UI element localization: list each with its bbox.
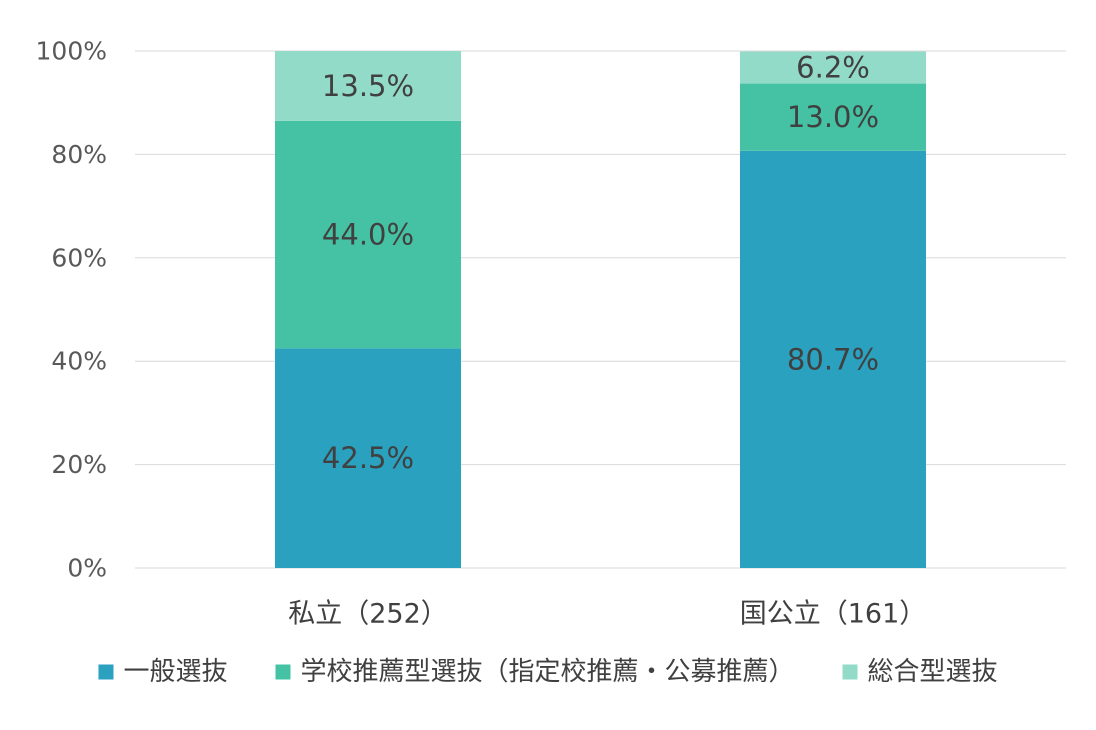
legend-swatch	[842, 664, 858, 680]
data-label: 42.5%	[322, 441, 414, 475]
legend: 一般選抜 学校推薦型選抜（指定校推薦・公募推薦） 総合型選抜	[98, 657, 998, 687]
y-tick-label: 100%	[36, 37, 107, 66]
bar-segment	[740, 150, 926, 568]
bar-segment	[740, 83, 926, 151]
y-tick-label: 60%	[51, 243, 107, 272]
data-label: 13.5%	[322, 69, 414, 103]
x-category-label: 国公立（161）	[740, 599, 927, 630]
legend-item: 総合型選抜	[842, 657, 998, 687]
x-axis: 私立（252） 国公立（161）	[288, 599, 926, 630]
bar-segment	[275, 51, 461, 121]
legend-label: 総合型選抜	[868, 657, 998, 687]
data-label: 44.0%	[322, 218, 414, 252]
y-tick-label: 80%	[51, 140, 107, 169]
x-category-label: 私立（252）	[288, 599, 448, 630]
legend-item: 一般選抜	[98, 657, 227, 687]
data-label: 13.0%	[787, 100, 879, 134]
legend-item: 学校推薦型選抜（指定校推薦・公募推薦）	[275, 657, 795, 687]
y-tick-label: 40%	[51, 347, 107, 376]
bar-segment	[275, 348, 461, 568]
legend-swatch	[98, 664, 114, 680]
gridlines	[135, 50, 1066, 569]
data-label: 80.7%	[787, 342, 879, 376]
y-axis: 0% 20% 40% 60% 80% 100%	[36, 37, 107, 583]
bars: 42.5% 44.0% 13.5% 80.7% 13.0% 6.2%	[275, 51, 926, 568]
bar-segment	[275, 120, 461, 349]
legend-swatch	[275, 664, 291, 680]
legend-label: 一般選抜	[123, 657, 227, 687]
bar-segment	[740, 51, 926, 84]
legend-label: 学校推薦型選抜（指定校推薦・公募推薦）	[300, 657, 794, 687]
y-tick-label: 0%	[67, 554, 107, 583]
data-label: 6.2%	[796, 51, 870, 85]
y-tick-label: 20%	[51, 450, 107, 479]
